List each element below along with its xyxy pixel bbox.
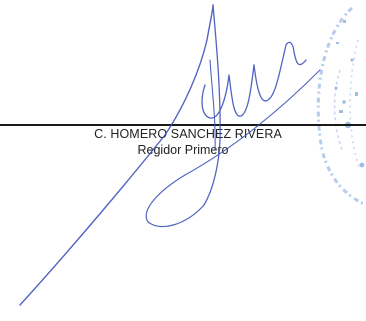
signature-line: [0, 124, 366, 126]
signer-title: Regidor Primero: [137, 143, 229, 157]
signer-name: C. HOMERO SANCHEZ RIVERA: [94, 127, 282, 141]
